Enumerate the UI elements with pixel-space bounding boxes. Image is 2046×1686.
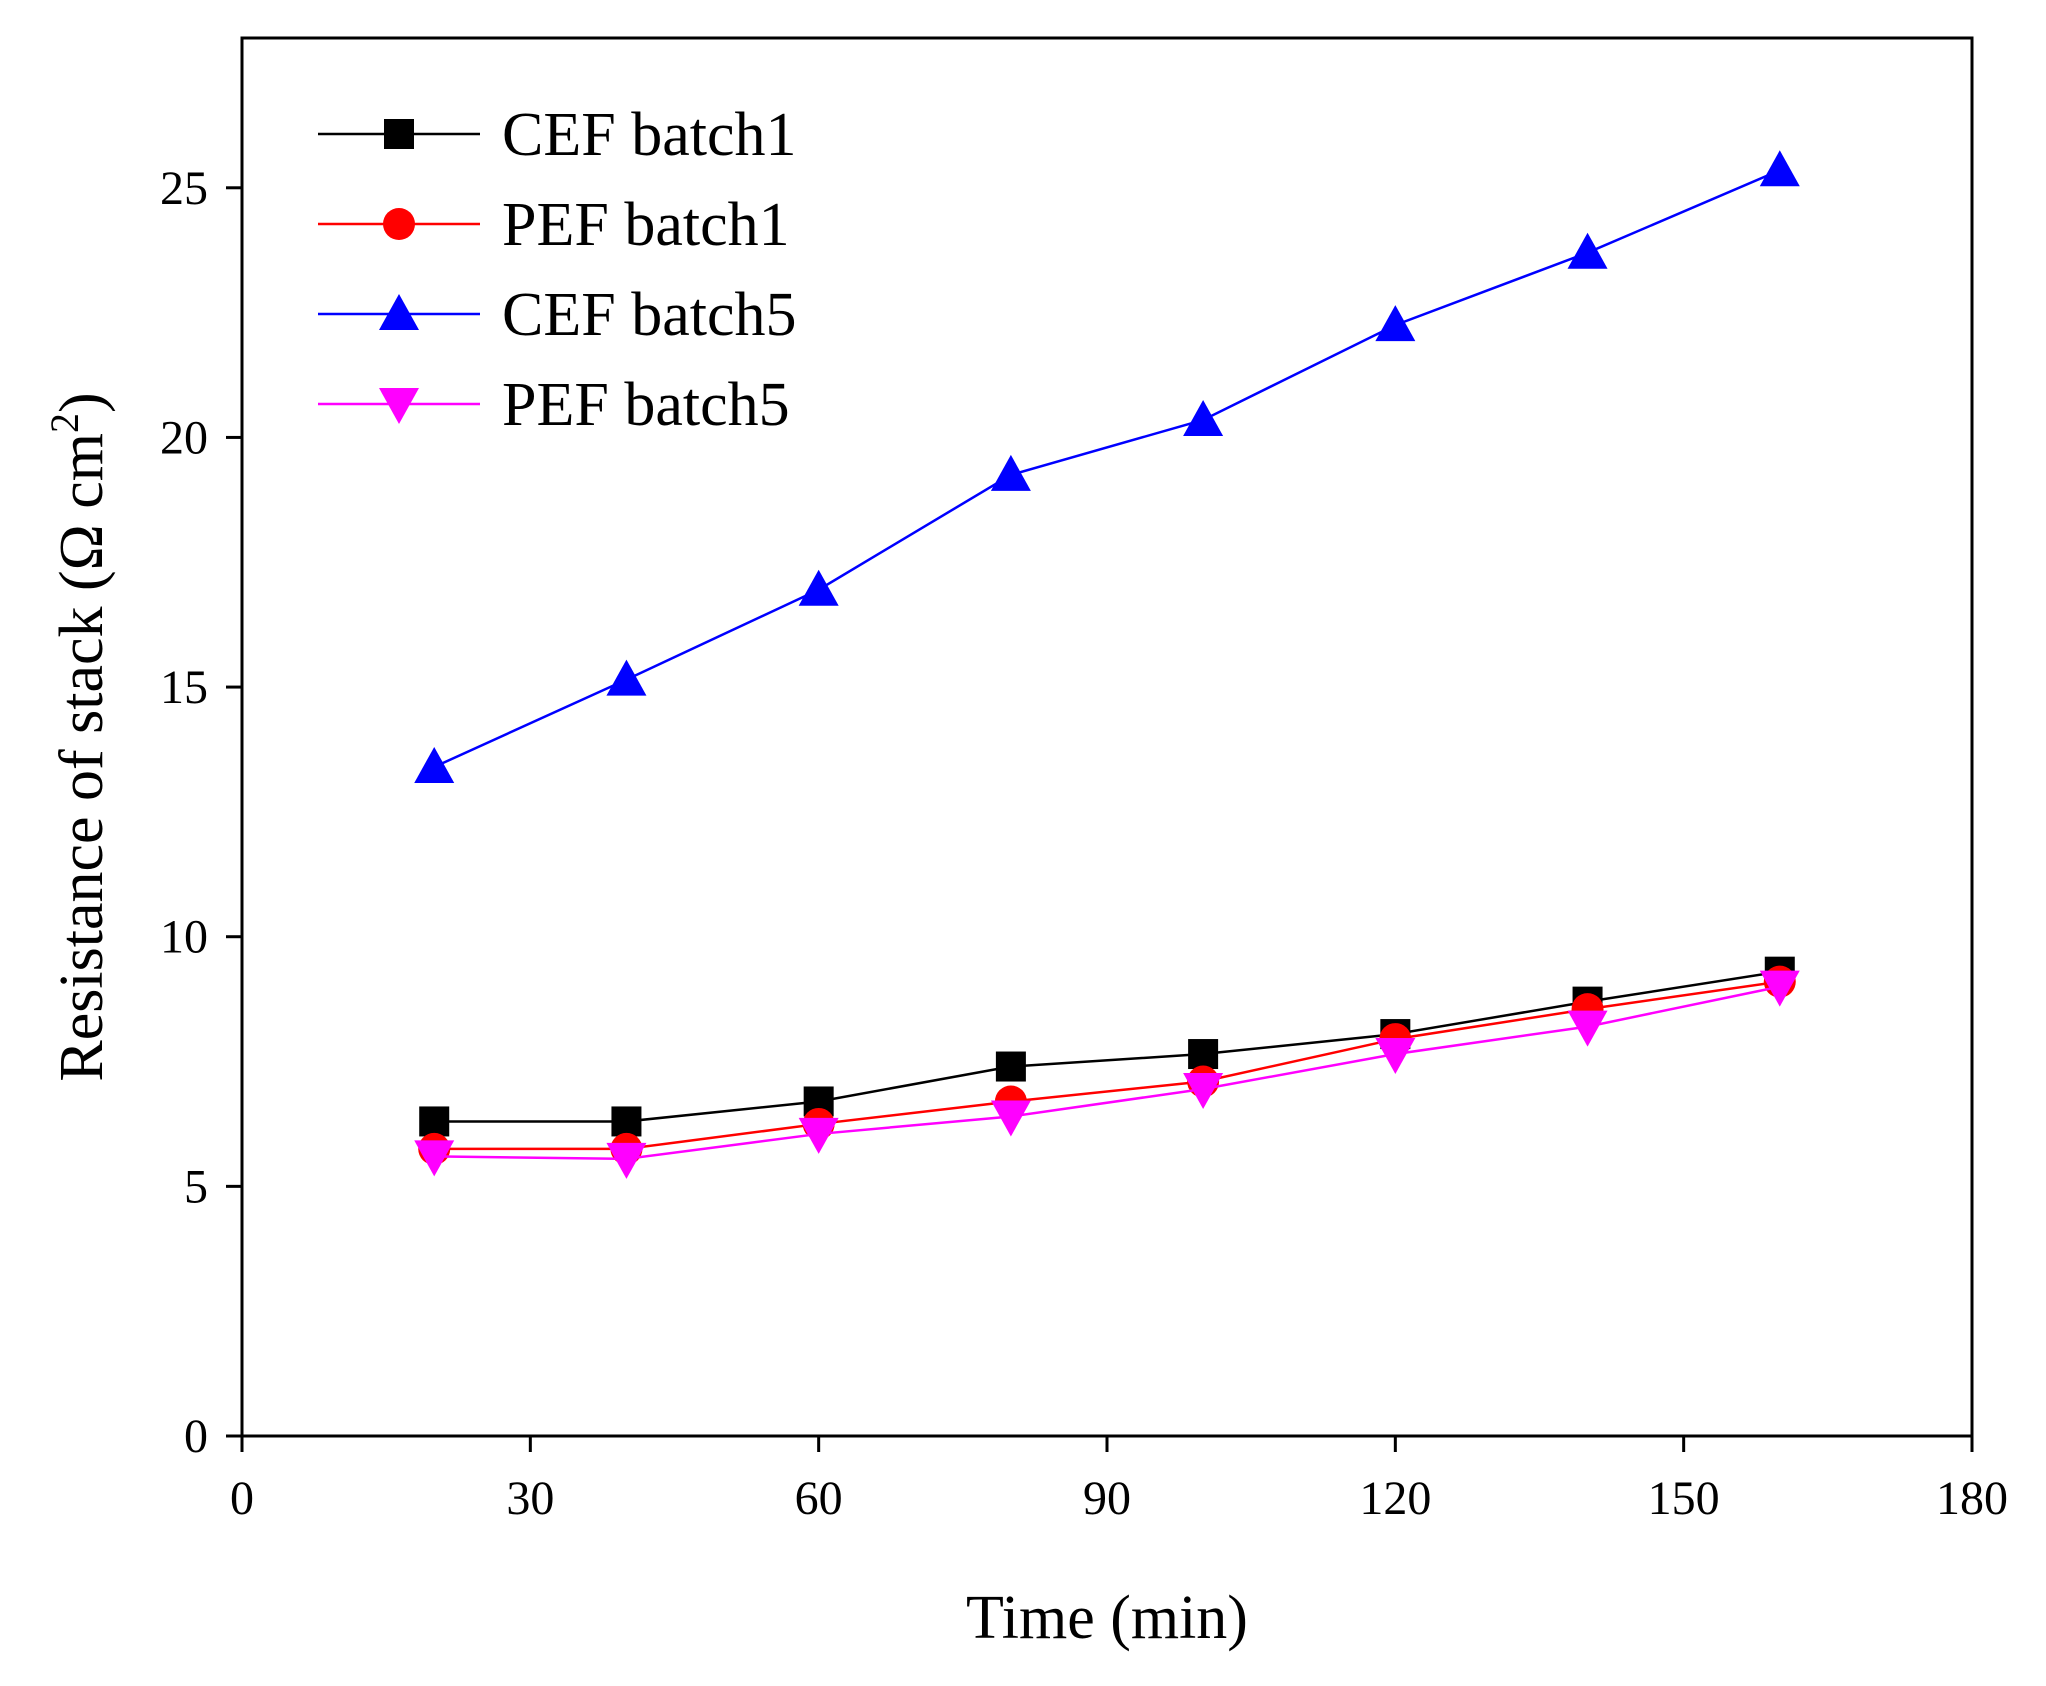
data-point-pef-batch5 xyxy=(606,1142,647,1179)
series-line-pef-batch1 xyxy=(434,980,1780,1151)
y-axis-title-sup: 2 xyxy=(42,413,87,433)
x-tick-label: 0 xyxy=(230,1472,254,1525)
legend-marker-cef-batch1 xyxy=(384,119,414,149)
legend-label-cef-batch5: CEF batch5 xyxy=(502,281,796,349)
legend-marker-pef-batch5 xyxy=(379,388,419,424)
data-point-pef-batch5 xyxy=(1567,1010,1608,1047)
data-point-cef-batch1 xyxy=(1188,1039,1219,1070)
series-layer xyxy=(414,150,1800,1179)
data-point-cef-batch5 xyxy=(1375,305,1416,342)
data-point-cef-batch5 xyxy=(606,659,647,696)
series-cef-batch5 xyxy=(414,150,1800,783)
data-point-pef-batch5 xyxy=(1759,970,1800,1007)
series-line-cef-batch5 xyxy=(433,169,1781,769)
y-tick-label: 10 xyxy=(160,911,208,964)
legend-marker-cef-batch5 xyxy=(379,294,419,330)
data-point-cef-batch5 xyxy=(798,569,839,606)
y-axis-title-close: ) xyxy=(48,392,116,413)
series-pef-batch1 xyxy=(418,965,1796,1165)
data-point-pef-batch5 xyxy=(1183,1072,1224,1109)
x-tick-label: 90 xyxy=(1083,1472,1131,1525)
y-axis-title-main: Resistance of stack (Ω cm xyxy=(48,433,116,1082)
x-axis-ticks: 0 30 60 90 120 150 180 xyxy=(230,1436,2008,1525)
y-tick-label: 5 xyxy=(184,1160,208,1213)
series-cef-batch1 xyxy=(419,956,1795,1137)
data-point-pef-batch5 xyxy=(414,1140,455,1177)
y-tick-label: 25 xyxy=(160,162,208,215)
x-tick-label: 60 xyxy=(795,1472,843,1525)
data-point-pef-batch5 xyxy=(798,1117,839,1154)
x-tick-label: 180 xyxy=(1936,1472,2008,1525)
series-line-cef-batch1 xyxy=(434,970,1780,1123)
data-point-cef-batch5 xyxy=(1183,399,1224,436)
data-point-cef-batch1 xyxy=(419,1106,450,1137)
data-point-pef-batch5 xyxy=(990,1100,1031,1137)
y-tick-label: 15 xyxy=(160,661,208,714)
y-axis-title: Resistance of stack (Ω cm2) xyxy=(42,392,116,1081)
y-tick-label: 20 xyxy=(160,411,208,464)
data-point-cef-batch5 xyxy=(414,746,455,783)
x-tick-label: 120 xyxy=(1359,1472,1431,1525)
data-point-cef-batch1 xyxy=(995,1051,1026,1082)
data-point-pef-batch5 xyxy=(1375,1038,1416,1075)
legend-label-cef-batch1: CEF batch1 xyxy=(502,101,796,169)
x-tick-label: 30 xyxy=(506,1472,554,1525)
data-point-cef-batch5 xyxy=(1759,150,1800,187)
y-axis-ticks: 0 5 10 15 20 25 xyxy=(160,162,242,1463)
series-pef-batch5 xyxy=(414,970,1800,1179)
data-point-cef-batch1 xyxy=(611,1106,642,1137)
data-point-cef-batch5 xyxy=(1567,232,1608,269)
series-line-pef-batch5 xyxy=(434,985,1781,1161)
legend-label-pef-batch1: PEF batch1 xyxy=(502,191,790,259)
x-tick-label: 150 xyxy=(1648,1472,1720,1525)
legend-label-pef-batch5: PEF batch5 xyxy=(502,371,790,439)
data-point-cef-batch5 xyxy=(990,454,1031,491)
x-axis-title: Time (min) xyxy=(966,1584,1248,1652)
legend: CEF batch1 PEF batch1 CEF batch5 PEF batch5 xyxy=(318,101,796,439)
y-tick-label: 0 xyxy=(184,1410,208,1463)
legend-marker-pef-batch1 xyxy=(383,208,415,240)
